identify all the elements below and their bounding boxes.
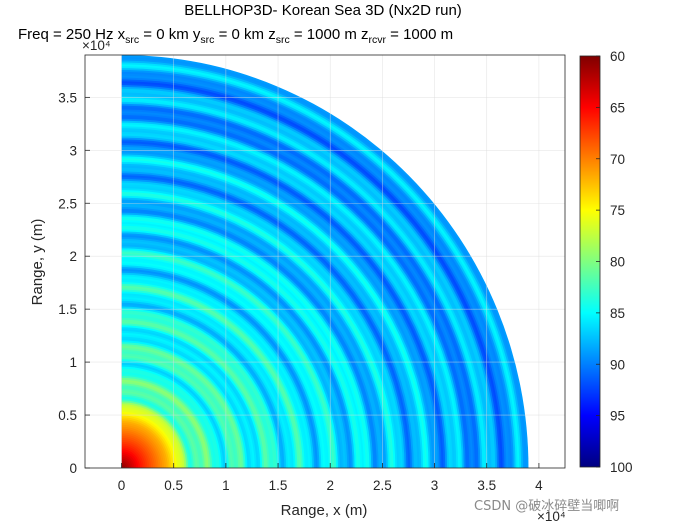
colorbar-tick-label: 80 (610, 255, 625, 270)
watermark: CSDN @破冰碎壁当唧啊 (474, 499, 619, 514)
y-tick-label: 2 (69, 249, 77, 264)
colorbar-ticks: 60 65 70 75 80 85 90 95 100 (596, 49, 633, 475)
y-tick-label: 0 (69, 461, 77, 476)
colorbar-tick-label: 100 (610, 460, 633, 475)
y-tick-label: 2.5 (58, 196, 77, 211)
y-tick-label: 3 (69, 143, 77, 158)
subtitle-segment: Freq = 250 Hz x (18, 26, 126, 43)
subtitle-subscript: src (276, 34, 290, 46)
subtitle-subscript: rcvr (369, 34, 387, 46)
colorbar-tick-label: 75 (610, 203, 625, 218)
x-tick-label: 3 (431, 478, 439, 493)
colorbar-tick-label: 70 (610, 152, 625, 167)
chart-title: BELLHOP3D- Korean Sea 3D (Nx2D run) (184, 2, 462, 19)
y-axis-ticks: 0 0.5 1 1.5 2 2.5 3 3.5 (58, 90, 90, 476)
x-tick-label: 1 (222, 478, 230, 493)
x-tick-label: 3.5 (477, 478, 496, 493)
plot-area: 0 0.5 1 1.5 2 2.5 3 3.5 4 00.511.522.533.5 ×10⁴ … (58, 38, 566, 524)
y-tick-label: 0.5 (58, 408, 77, 423)
axes-box (84, 54, 566, 469)
x-tick-label: 4 (535, 478, 543, 493)
subtitle-subscript: src (125, 34, 139, 46)
x-tick-label: 0.5 (164, 478, 183, 493)
colorbar-tick-label: 85 (610, 306, 625, 321)
subtitle-subscript: src (200, 34, 214, 46)
colorbar-tick-label: 65 (610, 100, 625, 115)
colorbar-tick-label: 95 (610, 409, 625, 424)
y-exponent-label: ×10⁴ (82, 38, 111, 53)
tl-field (121, 55, 529, 469)
subtitle-segment: = 1000 m (386, 26, 453, 43)
y-axis-label: Range, y (m) (29, 219, 46, 306)
y-tick-label: 1.5 (58, 302, 77, 317)
x-tick-label: 0 (118, 478, 126, 493)
x-tick-label: 2 (326, 478, 334, 493)
x-tick-label: 1.5 (269, 478, 288, 493)
tl-ring (121, 466, 124, 468)
x-exponent-label: ×10⁴ (537, 509, 566, 524)
grid-lines (85, 55, 565, 469)
y-tick-label: 3.5 (58, 90, 77, 105)
subtitle-segment: = 1000 m z (290, 26, 369, 43)
colorbar-tick-label: 90 (610, 357, 625, 372)
y-tick-label: 1 (69, 355, 77, 370)
x-axis-label: Range, x (m) (281, 502, 368, 519)
colorbar: 60 65 70 75 80 85 90 95 100 (579, 49, 633, 475)
x-axis-ticks: 0 0.5 1 1.5 2 2.5 3 3.5 4 (118, 463, 543, 493)
x-tick-label: 2.5 (373, 478, 392, 493)
colorbar-tick-label: 60 (610, 49, 625, 64)
subtitle-segment: = 0 km z (214, 26, 275, 43)
chart-subtitle: Freq = 250 Hz xsrc = 0 km ysrc = 0 km zs… (18, 26, 453, 46)
subtitle-segment: = 0 km y (139, 26, 201, 43)
